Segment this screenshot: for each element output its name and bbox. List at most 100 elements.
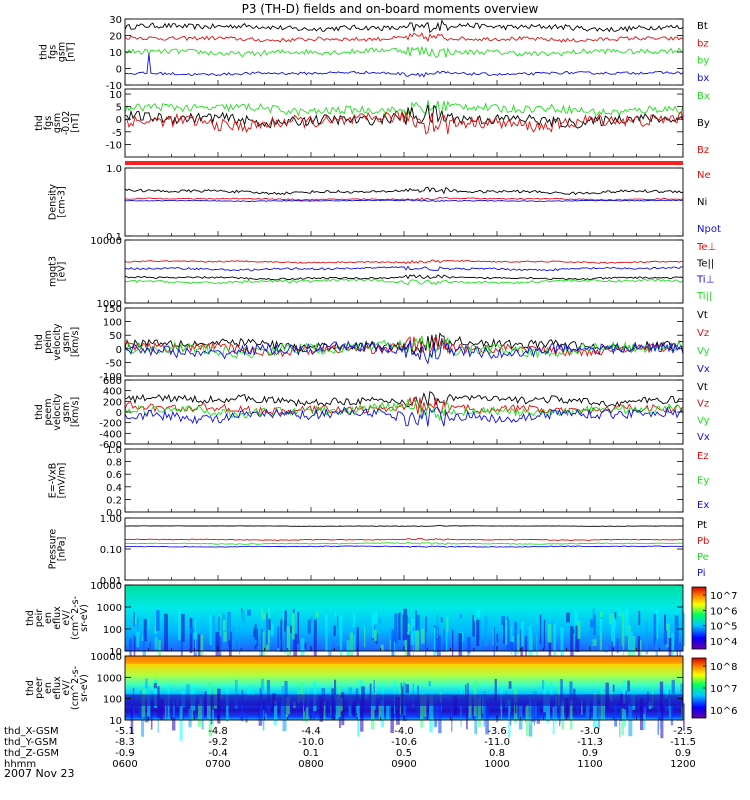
spectrogram-cell <box>154 679 158 708</box>
spectrogram-cell <box>284 610 287 646</box>
panel-frame <box>124 167 684 237</box>
y-axis-label: Pressure <box>48 529 59 570</box>
spectrogram-cell <box>235 679 238 709</box>
series-line-pressure-0 <box>125 525 684 527</box>
legend-fgs_gsm2-2: Bz <box>697 145 709 156</box>
y-tick-label: 0.2 <box>106 495 122 506</box>
spectrogram-cell <box>569 681 573 701</box>
legend-fgs_gsm-0: Bt <box>697 21 708 32</box>
x-axis-value: -9.2 <box>208 737 228 748</box>
spectrogram-cell <box>144 712 149 723</box>
spectrogram-cell <box>356 706 360 713</box>
spectrogram-cell <box>631 636 636 663</box>
y-tick-label: 10 <box>109 647 122 658</box>
y-axis-label: [nPa] <box>57 537 68 562</box>
spectrogram-cell <box>404 628 408 657</box>
spectrogram-cell <box>530 629 532 653</box>
spectrogram-cell <box>252 691 255 696</box>
spectrogram-cell <box>539 614 542 645</box>
spectrogram-cell <box>280 694 284 720</box>
spectrogram-cell <box>374 629 377 641</box>
y-axis-label: en <box>43 682 54 694</box>
colorbar-tick-label: 10^6 <box>710 706 737 717</box>
y-tick-label: 0.6 <box>106 470 122 481</box>
spectrogram-cell <box>259 634 261 671</box>
x-axis-value: -3.0 <box>580 726 600 737</box>
spectrogram-cell <box>597 705 601 730</box>
legend-pressure-2: Pe <box>697 552 709 563</box>
spectrogram-cell <box>559 695 561 727</box>
spectrogram-cell <box>609 613 613 625</box>
y-axis-label: thd <box>34 404 45 420</box>
x-axis-value: -4.8 <box>208 726 228 737</box>
spectrogram-cell <box>542 679 544 690</box>
spectrogram-cell <box>241 611 245 623</box>
series-line-temp-3 <box>124 278 684 286</box>
y-axis-label: velocity <box>52 323 63 361</box>
x-axis-value: 0700 <box>205 759 230 770</box>
legend-pressure-1: Pb <box>697 536 709 547</box>
spectrogram-cell <box>403 608 408 640</box>
spectrogram-cell <box>420 693 424 728</box>
spectrogram-cell <box>622 709 627 727</box>
x-axis-value: -8.3 <box>115 737 135 748</box>
spectrogram-cell <box>501 616 506 626</box>
spectrogram-cell <box>218 636 222 664</box>
series-line-density-2 <box>124 199 684 203</box>
spectrogram-cell <box>412 632 414 667</box>
spectrogram-cell <box>433 627 436 657</box>
spectrogram-cell <box>136 617 140 632</box>
legend-density-1: Ni <box>697 197 707 208</box>
spectrogram-cell <box>360 698 364 732</box>
spectrogram-cell <box>458 633 462 663</box>
y-axis-label: [cm-3] <box>57 186 68 217</box>
spectrogram-cell <box>396 697 400 725</box>
spectrogram-cell <box>339 701 343 712</box>
spectrogram-cell <box>623 679 626 704</box>
panel-peir_en: 10^7 10^6 10^5 10^4 10000 1000 100 10 thdpeirene… <box>25 581 737 671</box>
spectrogram-cell <box>514 621 517 652</box>
spectrogram-cell <box>679 642 681 657</box>
y-axis-label: peem <box>43 399 54 426</box>
spectrogram-cell <box>239 625 241 655</box>
spectrogram-cell <box>536 631 539 650</box>
spectrogram-cell <box>153 683 157 689</box>
spectrogram-cell <box>371 612 374 638</box>
spectrogram-cell <box>335 641 338 647</box>
spectrogram-cell <box>209 614 212 645</box>
x-axis-value: 1000 <box>484 759 509 770</box>
spectrogram-cell <box>425 627 427 659</box>
series-line-peim_vel-2 <box>124 335 684 359</box>
spectrogram-cell <box>223 619 226 632</box>
y-tick-label: 100 <box>103 318 122 329</box>
spectrogram-cell <box>415 630 419 651</box>
spectrogram-cell <box>145 678 148 689</box>
spectrogram-cell <box>189 618 193 654</box>
y-tick-label: 0 <box>116 345 122 356</box>
spectrogram-cell <box>510 626 513 655</box>
spectrogram-cell <box>511 635 516 645</box>
spectrogram-cell <box>286 626 291 664</box>
spectrogram-cell <box>664 614 666 641</box>
series-line-density-1 <box>124 186 684 196</box>
spectrogram-cell <box>446 615 448 652</box>
spectrogram-cell <box>378 704 382 722</box>
spectrogram-cell <box>549 681 553 696</box>
panel-frame <box>124 239 684 304</box>
spectrogram-cell <box>621 612 625 646</box>
spectrogram-cell <box>533 700 535 726</box>
spectrogram-cell <box>247 685 251 696</box>
y-axis-label: [km/s] <box>70 327 81 357</box>
spectrogram-cell <box>517 634 520 655</box>
x-axis-value: -4.0 <box>394 726 414 737</box>
spectrogram-cell <box>494 678 497 701</box>
spectrogram-cell <box>676 633 678 656</box>
y-tick-label: 10 <box>109 48 122 59</box>
spectrogram-cell <box>434 703 437 728</box>
spectrogram-cell <box>415 610 417 634</box>
spectrogram-cell <box>181 614 185 642</box>
x-axis-value: 0.8 <box>489 748 505 759</box>
spectrogram-cell <box>369 683 372 701</box>
spectrogram-cell <box>496 633 499 643</box>
spectrogram-cell <box>271 623 274 637</box>
